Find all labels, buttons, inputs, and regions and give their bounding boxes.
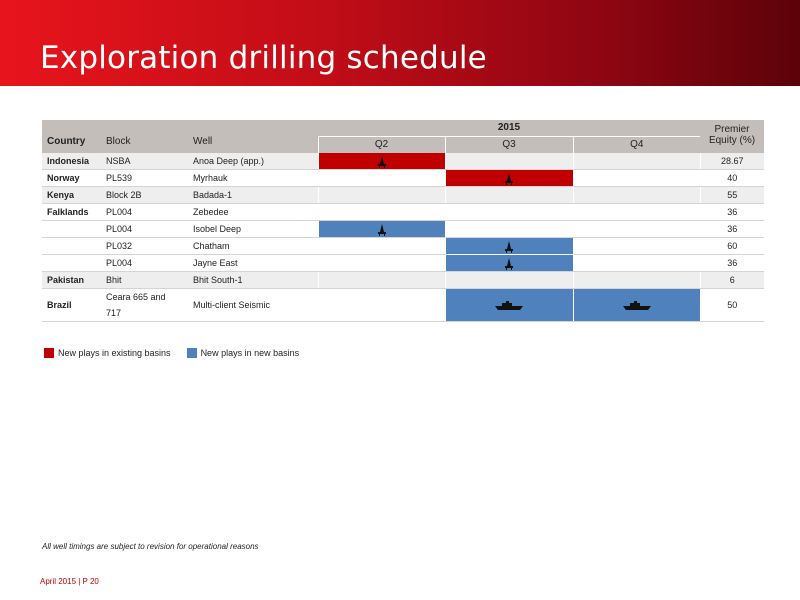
well-cell: Jayne East bbox=[188, 254, 318, 272]
equity-cell: 36 bbox=[700, 254, 764, 272]
well-cell: Isobel Deep bbox=[188, 220, 318, 238]
well-cell: Multi-client Seismic bbox=[188, 288, 318, 322]
block-cell: NSBA bbox=[101, 153, 188, 170]
page-footer: April 2015 | P 20 bbox=[40, 577, 99, 586]
q4-cell bbox=[572, 169, 701, 187]
drilling-schedule-table: Country Block Well 2015 Premier Equity (… bbox=[42, 120, 764, 322]
country-cell: Brazil bbox=[42, 288, 101, 322]
q3-cell bbox=[444, 169, 574, 187]
q2-cell bbox=[317, 220, 446, 238]
well-cell: Anoa Deep (app.) bbox=[188, 153, 318, 170]
q2-cell bbox=[317, 254, 446, 272]
col-header-well: Well bbox=[188, 120, 318, 153]
col-header-q2: Q2 bbox=[317, 136, 445, 153]
q4-cell bbox=[572, 254, 701, 272]
table-row: Kenya Block 2B Badada-1 55 bbox=[42, 186, 764, 204]
title-bar: Exploration drilling schedule bbox=[0, 0, 800, 86]
legend-label: New plays in existing basins bbox=[58, 348, 171, 358]
q4-cell bbox=[572, 203, 701, 221]
country-cell bbox=[42, 254, 101, 272]
country-cell: Pakistan bbox=[42, 271, 101, 289]
q2-cell bbox=[317, 169, 446, 187]
well-cell: Chatham bbox=[188, 237, 318, 255]
col-header-year: 2015 bbox=[318, 120, 700, 137]
block-cell: Block 2B bbox=[101, 186, 188, 204]
legend-swatch-blue bbox=[186, 348, 197, 358]
block-cell: PL032 bbox=[101, 237, 188, 255]
col-header-block: Block bbox=[101, 120, 188, 153]
well-cell: Zebedee bbox=[188, 203, 318, 221]
q4-cell bbox=[572, 153, 701, 170]
table-row: Indonesia NSBA Anoa Deep (app.) 28.67 bbox=[42, 153, 764, 170]
equity-cell: 36 bbox=[700, 220, 764, 238]
equity-cell: 28.67 bbox=[700, 153, 764, 170]
legend-label: New plays in new basins bbox=[200, 348, 300, 358]
q4-cell bbox=[572, 220, 701, 238]
q2-cell bbox=[317, 288, 446, 322]
q2-cell bbox=[317, 203, 446, 221]
well-cell: Bhit South-1 bbox=[188, 271, 318, 289]
table-row: Falklands PL004 Zebedee 36 bbox=[42, 203, 764, 221]
table-row: Pakistan Bhit Bhit South-1 6 bbox=[42, 271, 764, 289]
drilling-rig-icon bbox=[377, 223, 386, 236]
q3-cell bbox=[444, 186, 574, 204]
drilling-rig-icon bbox=[505, 240, 513, 253]
q2-cell bbox=[317, 271, 446, 289]
q4-cell bbox=[572, 288, 701, 322]
equity-cell: 50 bbox=[700, 288, 764, 322]
col-header-q3: Q3 bbox=[444, 136, 573, 153]
block-cell: PL004 bbox=[101, 203, 188, 221]
table-row: PL004 Jayne East 36 bbox=[42, 254, 764, 272]
q2-cell bbox=[317, 237, 446, 255]
legend-swatch-red bbox=[44, 348, 54, 358]
country-cell: Norway bbox=[42, 169, 101, 187]
seismic-vessel-icon bbox=[622, 300, 651, 310]
drilling-rig-icon bbox=[505, 257, 513, 270]
q2-cell bbox=[317, 153, 446, 170]
country-cell bbox=[42, 237, 101, 255]
col-header-q4: Q4 bbox=[572, 136, 700, 153]
q4-cell bbox=[572, 271, 701, 289]
equity-cell: 40 bbox=[700, 169, 764, 187]
q3-cell bbox=[444, 288, 574, 322]
table-row: Brazil Ceara 665 and 717 Multi-client Se… bbox=[42, 288, 764, 322]
table-row: PL004 Isobel Deep 36 bbox=[42, 220, 764, 238]
drilling-rig-icon bbox=[505, 172, 513, 185]
footnote: All well timings are subject to revision… bbox=[42, 542, 259, 551]
q2-cell bbox=[317, 186, 446, 204]
legend-item-existing-basins: New plays in existing basins bbox=[44, 348, 171, 358]
seismic-vessel-icon bbox=[495, 300, 523, 310]
equity-cell: 60 bbox=[700, 237, 764, 255]
table-row: PL032 Chatham 60 bbox=[42, 237, 764, 255]
well-cell: Myrhauk bbox=[188, 169, 318, 187]
q3-cell bbox=[444, 203, 574, 221]
equity-cell: 36 bbox=[700, 203, 764, 221]
q3-cell bbox=[444, 220, 574, 238]
q4-cell bbox=[572, 186, 701, 204]
q3-cell bbox=[444, 254, 574, 272]
q3-cell bbox=[444, 237, 574, 255]
block-cell: Ceara 665 and 717 bbox=[101, 288, 188, 322]
equity-cell: 6 bbox=[700, 271, 764, 289]
col-header-equity: Premier Equity (%) bbox=[700, 120, 764, 153]
q3-cell bbox=[444, 153, 574, 170]
col-header-country: Country bbox=[42, 120, 101, 153]
equity-cell: 55 bbox=[700, 186, 764, 204]
country-cell: Falklands bbox=[42, 203, 101, 221]
well-cell: Badada-1 bbox=[188, 186, 318, 204]
drilling-rig-icon bbox=[377, 155, 386, 168]
table-row: Norway PL539 Myrhauk 40 bbox=[42, 169, 764, 187]
q4-cell bbox=[572, 237, 701, 255]
country-cell: Kenya bbox=[42, 186, 101, 204]
legend: New plays in existing basins New plays i… bbox=[44, 348, 315, 358]
block-cell: PL539 bbox=[101, 169, 188, 187]
q3-cell bbox=[444, 271, 574, 289]
legend-item-new-basins: New plays in new basins bbox=[186, 348, 300, 358]
country-cell bbox=[42, 220, 101, 238]
country-cell: Indonesia bbox=[42, 153, 101, 170]
block-cell: PL004 bbox=[101, 220, 188, 238]
block-cell: Bhit bbox=[101, 271, 188, 289]
page-title: Exploration drilling schedule bbox=[40, 40, 487, 76]
block-cell: PL004 bbox=[101, 254, 188, 272]
